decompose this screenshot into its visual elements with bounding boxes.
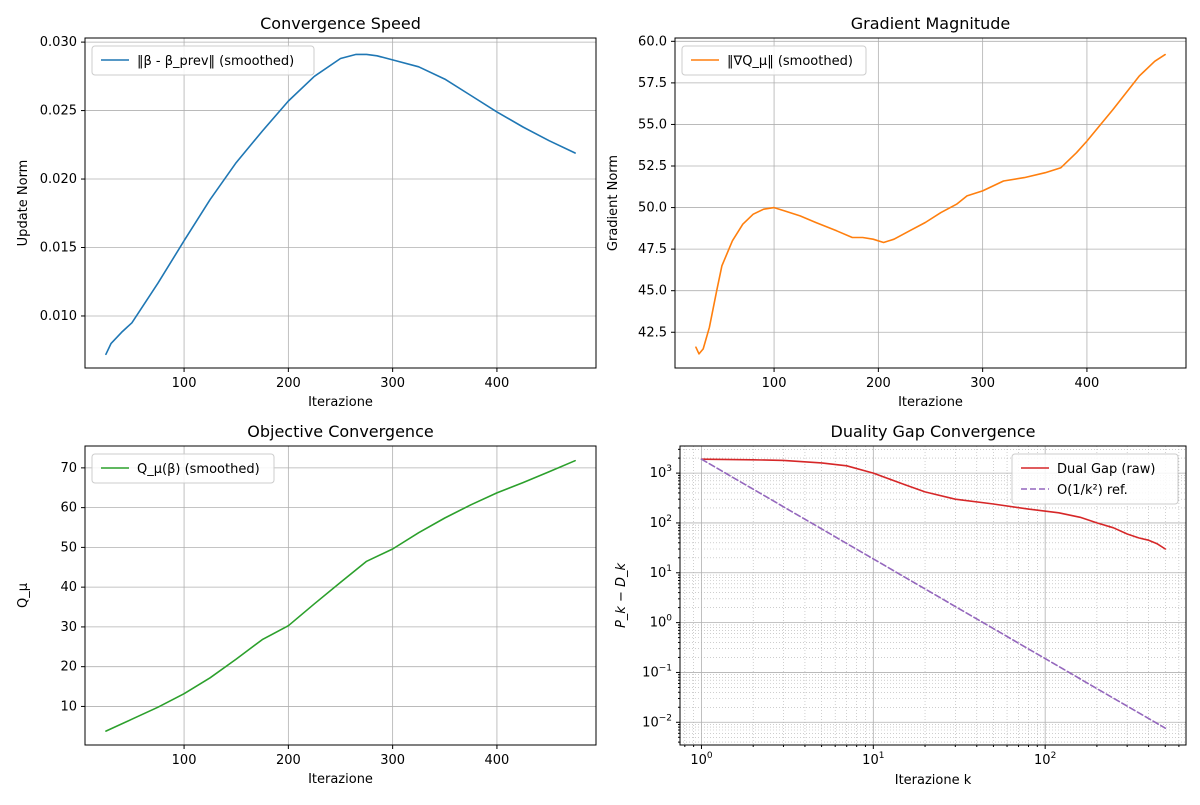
series-line-o-1-k-ref [700, 458, 1167, 730]
legend: ‖∇Q_μ‖ (smoothed) [681, 45, 867, 76]
x-tick-label: 300 [380, 376, 405, 391]
chart-title: Convergence Speed [260, 14, 421, 33]
y-tick-label: 0.030 [40, 35, 77, 50]
legend-box [91, 45, 315, 76]
series-line-q-smoothed [105, 459, 576, 732]
chart-title: Duality Gap Convergence [831, 422, 1036, 441]
chart-title: Objective Convergence [247, 422, 433, 441]
series-line-dual-gap-raw [700, 458, 1167, 550]
y-tick-label: 57.5 [638, 76, 667, 91]
y-axis-label: P_k − D_k [614, 563, 629, 629]
x-tick-label: 400 [485, 376, 510, 391]
legend-label: ‖∇Q_μ‖ (smoothed) [727, 54, 853, 69]
x-tick-label: 100 [762, 376, 787, 391]
x-tick-label: 101 [862, 751, 884, 768]
y-tick-label: 10−2 [642, 713, 672, 730]
y-tick-label: 10 [60, 699, 77, 714]
legend-box [1011, 453, 1179, 505]
y-tick-label: 50 [60, 540, 77, 555]
axes-frame [84, 37, 597, 369]
y-tick-label: 52.5 [638, 159, 667, 174]
series-line-q-smoothed [695, 53, 1166, 355]
y-tick-label: 50.0 [638, 201, 667, 216]
y-tick-label: 45.0 [638, 284, 667, 299]
axes-frame [674, 37, 1187, 369]
chart-title: Gradient Magnitude [851, 14, 1011, 33]
y-axis-label: Update Norm [16, 160, 31, 247]
y-tick-label: 0.010 [40, 309, 77, 324]
y-tick-label: 47.5 [638, 242, 667, 257]
x-tick-label: 300 [970, 376, 995, 391]
x-tick-label: 400 [1075, 376, 1100, 391]
y-tick-label: 60.0 [638, 34, 667, 49]
legend-box [681, 45, 867, 76]
axes-frame [84, 445, 597, 746]
y-tick-label: 55.0 [638, 117, 667, 132]
x-tick-label: 200 [276, 753, 301, 768]
legend-label: ‖β - β_prev‖ (smoothed) [137, 54, 294, 69]
legend: Q_μ(β) (smoothed) [91, 453, 275, 484]
y-tick-label: 103 [650, 464, 672, 481]
legend-label: Dual Gap (raw) [1057, 462, 1155, 477]
y-tick-label: 60 [60, 501, 77, 516]
y-tick-label: 30 [60, 620, 77, 635]
legend-box [91, 453, 275, 484]
x-axis-label: Iterazione [898, 395, 963, 410]
x-tick-label: 100 [172, 753, 197, 768]
y-axis-label: Q_μ [16, 583, 31, 608]
y-tick-label: 20 [60, 660, 77, 675]
y-axis-label: Gradient Norm [606, 155, 621, 251]
y-tick-label: 100 [650, 614, 673, 631]
x-tick-label: 300 [380, 753, 405, 768]
legend: Dual Gap (raw) O(1/k²) ref. [1011, 453, 1179, 505]
y-tick-label: 0.025 [40, 104, 77, 119]
axes-frame [679, 445, 1187, 746]
legend: ‖β - β_prev‖ (smoothed) [91, 45, 315, 76]
y-tick-label: 102 [650, 514, 672, 531]
x-axis-label: Iterazione k [895, 773, 972, 788]
y-tick-label: 70 [60, 461, 77, 476]
x-tick-label: 200 [866, 376, 891, 391]
legend-label: O(1/k²) ref. [1057, 483, 1128, 498]
x-tick-label: 100 [172, 376, 197, 391]
y-tick-label: 42.5 [638, 325, 667, 340]
legend-label: Q_μ(β) (smoothed) [137, 462, 260, 477]
objective-convergence-panel: 100 200 300 400 10 20 30 40 50 60 70 Objective Conv… [16, 422, 597, 787]
y-tick-label: 40 [60, 580, 77, 595]
duality-gap-panel: 100 101 102 10−2 10−1 100 101 102 103 Duality Gap… [614, 422, 1187, 788]
x-axis-label: Iterazione [308, 772, 373, 787]
y-tick-label: 101 [650, 564, 672, 581]
convergence-speed-panel: 100 200 300 400 0.010 0.015 0.020 0.025 0.030 Con… [16, 14, 597, 410]
y-tick-label: 0.015 [40, 241, 77, 256]
y-tick-label: 0.020 [40, 172, 77, 187]
y-tick-label: 10−1 [642, 663, 672, 680]
x-tick-label: 102 [1034, 751, 1056, 768]
x-tick-label: 100 [690, 751, 713, 768]
x-axis-label: Iterazione [308, 395, 373, 410]
x-tick-label: 400 [485, 753, 510, 768]
series-line-prev-smoothed [105, 53, 576, 356]
x-tick-label: 200 [276, 376, 301, 391]
gradient-magnitude-panel: 100 200 300 400 42.5 45.0 47.5 50.0 52.5 55.0 57.5… [606, 14, 1187, 410]
